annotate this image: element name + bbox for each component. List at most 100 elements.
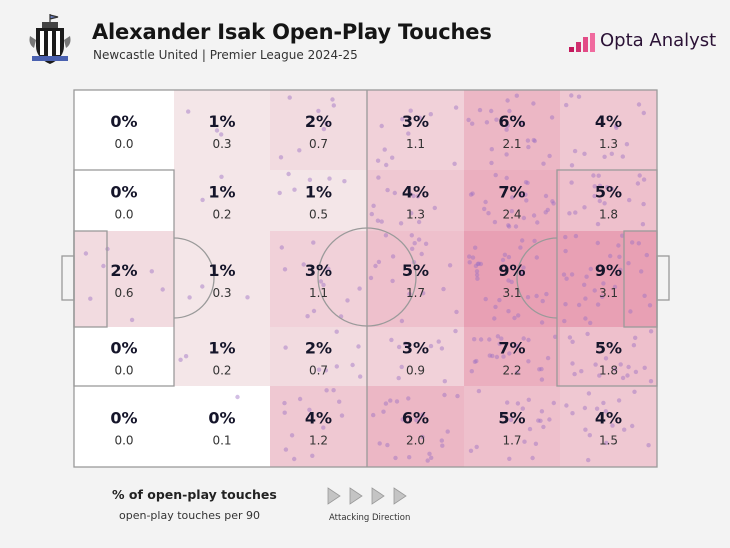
touch-dot xyxy=(187,295,192,300)
touch-dot xyxy=(292,187,297,192)
touch-dot xyxy=(642,293,647,298)
touch-dot xyxy=(550,199,555,204)
touch-dot xyxy=(648,329,654,334)
zone-labels: 0% 0.0 1% 0.3 2% 0.7 3% 1.1 6% 2.1 4% 1.3 0% 0.0 1% 0.2… xyxy=(110,112,622,448)
touch-dot xyxy=(506,278,511,283)
touch-dot xyxy=(610,423,615,428)
touch-dot xyxy=(178,357,183,362)
touch-dot xyxy=(569,163,575,168)
touch-dot xyxy=(541,161,546,166)
touch-dot xyxy=(640,222,646,227)
touch-dot xyxy=(416,237,422,242)
heat-zone-r4-c4 xyxy=(464,386,560,467)
touch-dot xyxy=(526,359,531,364)
touch-dot xyxy=(620,154,625,159)
touch-dot xyxy=(551,201,556,206)
touch-dot xyxy=(531,101,536,106)
touch-dot xyxy=(504,127,509,132)
touch-dot xyxy=(149,269,154,274)
touch-dot xyxy=(633,369,639,375)
zone-pct-label-r1-c2: 1% xyxy=(305,183,332,202)
heat-zone-r0-c1 xyxy=(174,90,270,170)
touch-dot xyxy=(371,412,376,418)
touch-dot xyxy=(583,316,588,321)
heat-zone-r2-c5 xyxy=(560,231,657,327)
touch-dot xyxy=(432,205,437,211)
heat-zone-r4-c3 xyxy=(367,386,464,467)
zone-p90-label-r2-c1: 0.3 xyxy=(212,286,231,300)
touch-dot xyxy=(416,219,422,225)
touch-dot xyxy=(472,359,478,364)
touch-dot xyxy=(297,396,303,402)
touch-dot xyxy=(563,248,568,254)
touch-dot xyxy=(519,270,525,276)
touch-dot xyxy=(534,293,539,299)
touch-dot xyxy=(518,192,523,198)
legend-subtitle: open-play touches per 90 xyxy=(119,509,261,522)
touch-dot xyxy=(585,331,590,337)
heat-zone-r1-c5 xyxy=(560,170,657,231)
touch-dot xyxy=(278,155,284,160)
touch-dot xyxy=(439,346,445,351)
touch-dot xyxy=(305,314,310,319)
touch-dot xyxy=(287,95,292,100)
touch-dot xyxy=(567,211,572,216)
heat-zone-r3-c4 xyxy=(464,327,560,386)
touch-dot xyxy=(532,238,537,244)
touch-dot xyxy=(601,281,606,286)
zone-pct-label-r4-c5: 4% xyxy=(595,409,622,428)
touch-dot xyxy=(396,344,402,350)
heatmap-zones xyxy=(74,90,657,467)
touch-dot xyxy=(510,195,515,200)
touch-dot xyxy=(489,108,494,114)
zone-pct-label-r4-c2: 4% xyxy=(305,409,332,428)
zone-p90-label-r2-c4: 3.1 xyxy=(502,286,521,300)
touch-dot xyxy=(570,339,575,344)
touch-dot xyxy=(601,400,606,406)
touch-dot xyxy=(282,400,287,406)
touch-dot xyxy=(525,295,531,300)
zone-p90-label-r4-c4: 1.7 xyxy=(502,434,521,448)
touch-dot xyxy=(484,120,490,125)
touch-dot xyxy=(409,211,414,216)
touch-dot xyxy=(535,220,540,225)
heat-zone-r2-c4 xyxy=(464,231,560,327)
touch-dot xyxy=(486,211,491,216)
touch-dot xyxy=(545,207,550,213)
touch-dot xyxy=(407,455,412,460)
zone-pct-label-r3-c3: 3% xyxy=(402,339,429,358)
touch-dot xyxy=(388,398,393,403)
touch-dot xyxy=(474,444,479,450)
touch-dot xyxy=(545,355,551,361)
touch-dot xyxy=(396,375,401,381)
touch-dot xyxy=(616,243,621,248)
touch-dot xyxy=(593,362,598,367)
touch-dot xyxy=(505,400,510,405)
touch-dot xyxy=(539,320,545,325)
touch-dot xyxy=(474,269,480,274)
touch-dot xyxy=(428,343,434,349)
zone-p90-label-r4-c0: 0.0 xyxy=(114,434,133,448)
touch-dot xyxy=(400,417,405,422)
touch-dot xyxy=(186,109,191,114)
touch-dot xyxy=(129,317,135,323)
touch-dot xyxy=(561,272,567,277)
touch-dot xyxy=(330,97,335,102)
touch-dot xyxy=(376,259,382,265)
touch-dot xyxy=(569,272,575,277)
heat-zone-r4-c1 xyxy=(174,386,270,467)
touch-dot xyxy=(381,409,386,414)
chart-subtitle: Newcastle United | Premier League 2024-2… xyxy=(93,48,358,62)
touch-dot xyxy=(620,375,626,381)
touch-dot xyxy=(544,291,549,297)
touch-dot xyxy=(200,197,205,203)
touch-dot xyxy=(612,284,618,290)
zone-pct-label-r0-c1: 1% xyxy=(208,112,235,131)
zone-pct-label-r0-c4: 6% xyxy=(498,112,525,131)
touch-dot xyxy=(368,275,374,281)
heat-zone-r0-c0 xyxy=(74,90,174,170)
touch-dot xyxy=(482,206,487,212)
touch-dot xyxy=(626,364,631,370)
touch-dot xyxy=(592,184,597,189)
touch-dot xyxy=(596,173,601,178)
